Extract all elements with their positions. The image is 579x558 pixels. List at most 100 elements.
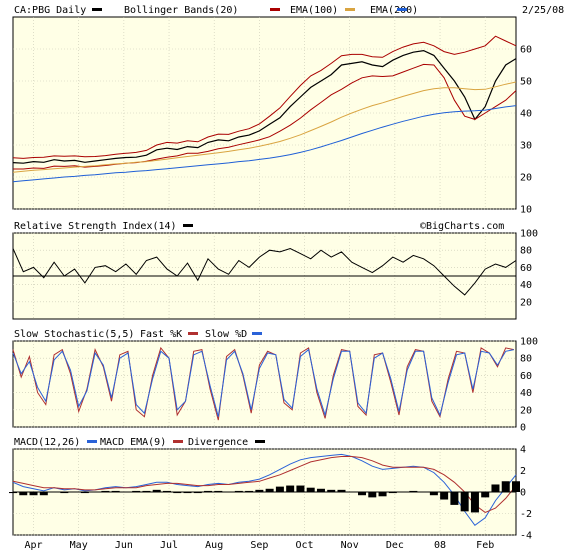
divergence-bar: [255, 489, 264, 492]
rsi-title: Relative Strength Index(14): [14, 221, 177, 232]
macd-title: MACD(12,26): [14, 437, 80, 448]
divergence-bar: [368, 492, 377, 498]
slow-d-line: [12, 348, 515, 417]
macd-ema-9-line: [12, 456, 517, 513]
fast-k-swatch: [188, 332, 198, 335]
symbol-label: CA:PBG Daily: [14, 5, 86, 16]
divergence-bar: [358, 492, 367, 496]
ema-100-line: [12, 81, 517, 173]
x-tick-label: Aug: [205, 540, 223, 551]
divergence-bar: [275, 486, 284, 492]
divergence-bar: [173, 492, 182, 494]
y-tick-label: -2: [520, 509, 532, 520]
y-tick-label: 10: [520, 205, 532, 216]
divergence-bar: [80, 492, 89, 494]
divergence-bar: [460, 492, 469, 512]
divergence-bar: [429, 492, 438, 496]
y-tick-label: 80: [520, 246, 532, 257]
rsi-legend: Relative Strength Index(14) ©BigCharts.c…: [14, 221, 504, 232]
macd-legend: MACD(12,26) MACD EMA(9) Divergence: [14, 437, 265, 448]
x-tick-label: Apr: [24, 540, 42, 551]
bollinger-label: Bollinger Bands(20): [124, 5, 238, 16]
x-tick-label: Dec: [386, 540, 404, 551]
bollinger-swatch: [270, 8, 280, 11]
price-legend: CA:PBG Daily Bollinger Bands(20) EMA(100…: [14, 5, 564, 16]
divergence-bar: [60, 492, 69, 494]
symbol-swatch: [92, 8, 102, 11]
divergence-bar: [245, 490, 254, 492]
stochastic-title: Slow Stochastic(5,5): [14, 329, 134, 340]
divergence-bar: [29, 492, 38, 496]
divergence-swatch: [255, 440, 265, 443]
macd-series-group: [9, 453, 520, 526]
macd-ema-label: MACD EMA(9): [100, 437, 166, 448]
divergence-bar: [306, 487, 315, 492]
divergence-bar: [265, 488, 274, 492]
price-panel: [12, 16, 517, 210]
macd-ema-swatch: [173, 440, 183, 443]
y-tick-label: -4: [520, 531, 532, 542]
macd-swatch: [87, 440, 97, 443]
divergence-bar: [132, 490, 141, 492]
bollinger-bands-20-line: [13, 63, 517, 170]
divergence-bar: [286, 485, 295, 492]
y-tick-label: 4: [520, 445, 526, 456]
slow-d-swatch: [252, 332, 262, 335]
divergence-bar: [470, 492, 479, 513]
ema100-swatch: [345, 8, 355, 11]
divergence-bar: [193, 492, 202, 494]
y-tick-label: 100: [520, 337, 538, 348]
rsi-swatch: [183, 224, 193, 227]
divergence-bar: [111, 490, 120, 492]
divergence-bar: [183, 492, 192, 494]
rsi-series-group: [12, 247, 517, 296]
x-tick-label: Oct: [296, 540, 314, 551]
slow-d-label: Slow %D: [205, 329, 247, 340]
divergence-bar: [409, 490, 418, 492]
y-tick-label: 60: [520, 45, 532, 56]
divergence-bar: [9, 492, 17, 494]
ema-200-line: [12, 105, 517, 183]
y-tick-label: 60: [520, 371, 532, 382]
y-tick-labels: 10 20 30 40 50 60 20 40 60 80 100 0 20 40 60 80 100 -4 -2 0…: [520, 45, 538, 542]
date-label: 2/25/08: [522, 5, 564, 16]
divergence-bar: [39, 492, 48, 496]
y-tick-label: 40: [520, 109, 532, 120]
x-tick-label: Nov: [341, 540, 359, 551]
ema200-label: EMA(200): [370, 5, 418, 16]
divergence-bar: [501, 481, 510, 492]
divergence-bar: [234, 490, 243, 492]
price-series-group: [12, 35, 517, 183]
y-tick-label: 0: [520, 488, 526, 499]
y-tick-label: 20: [520, 297, 532, 308]
x-tick-label: May: [70, 540, 88, 551]
y-tick-label: 20: [520, 173, 532, 184]
bollinger-bands-20-line: [12, 35, 517, 159]
divergence-bar: [481, 492, 490, 498]
divergence-bar: [378, 492, 387, 497]
y-tick-label: 40: [520, 388, 532, 399]
divergence-bar: [327, 489, 336, 492]
divergence-bar: [337, 489, 346, 492]
x-tick-label: 08: [434, 540, 446, 551]
divergence-label: Divergence: [188, 437, 248, 448]
y-tick-label: 60: [520, 263, 532, 274]
y-tick-label: 20: [520, 405, 532, 416]
divergence-bar: [19, 492, 28, 496]
fast-k-label: Fast %K: [140, 329, 182, 340]
divergence-bar: [512, 481, 520, 492]
divergence-bar: [296, 485, 305, 492]
divergence-bar: [316, 488, 325, 492]
divergence-bar: [388, 492, 397, 494]
y-tick-label: 40: [520, 280, 532, 291]
relative-strength-index-14-line: [12, 247, 517, 296]
y-tick-label: 100: [520, 229, 538, 240]
stochastic-legend: Slow Stochastic(5,5) Fast %K Slow %D: [14, 329, 262, 340]
divergence-bar: [142, 490, 151, 492]
divergence-bar: [491, 484, 500, 492]
x-tick-label: Jun: [115, 540, 133, 551]
y-tick-label: 50: [520, 77, 532, 88]
divergence-bar: [162, 490, 171, 492]
